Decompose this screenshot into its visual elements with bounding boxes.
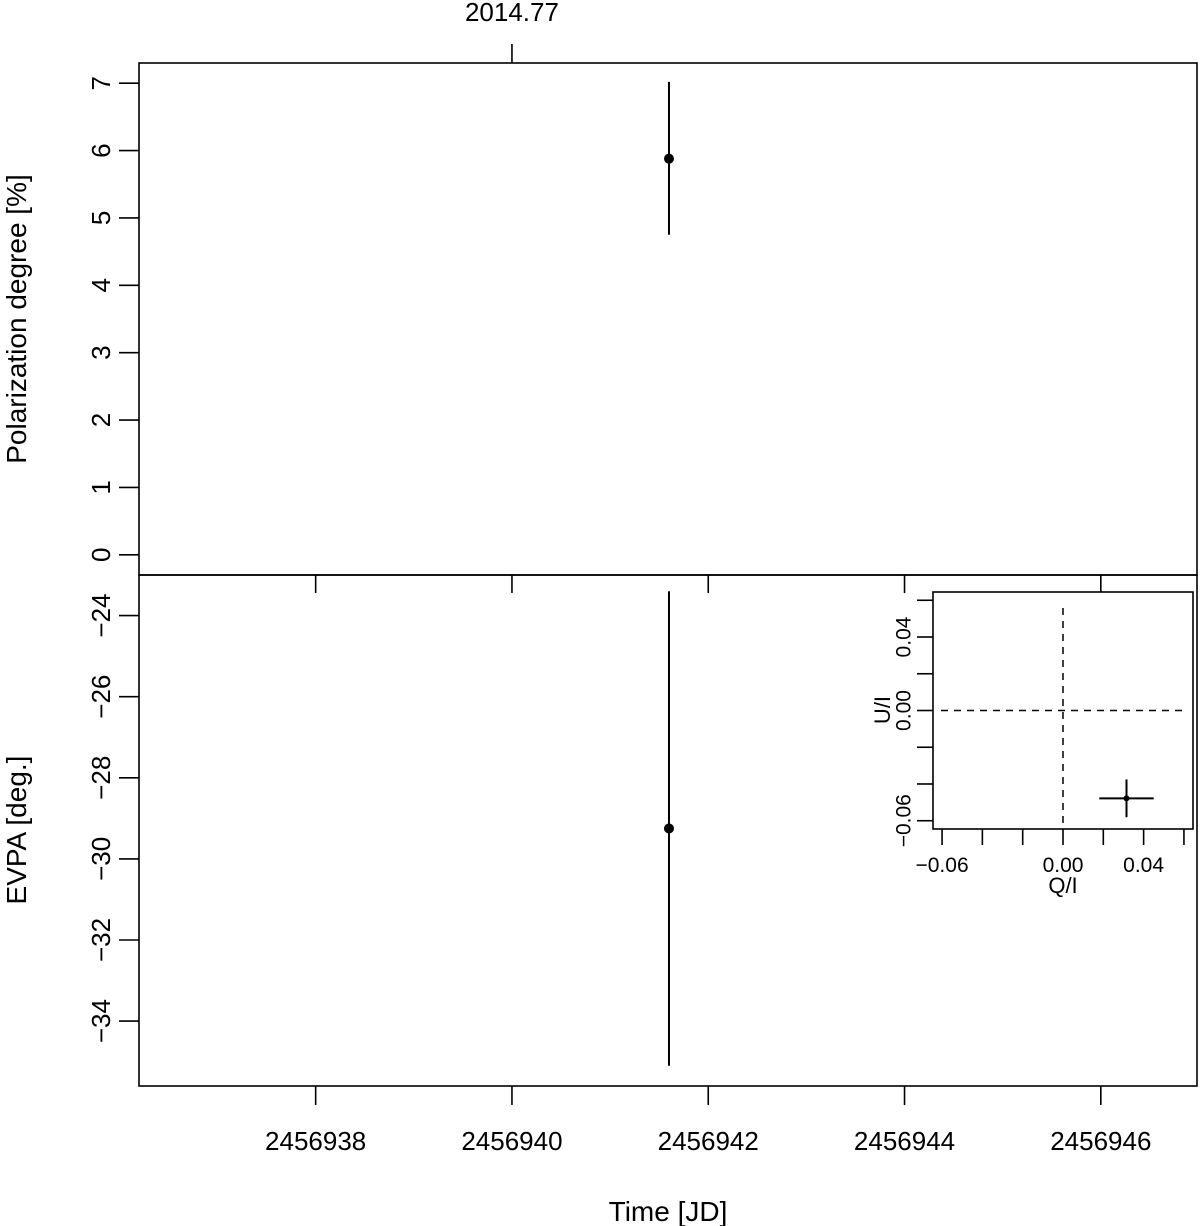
evpa-y-tick-label: −24 [86,594,116,638]
qu-y-tick-label: −0.06 [892,794,915,847]
evpa-y-tick-label: −26 [86,675,116,719]
time-x-axis-title: Time [JD] [609,1196,728,1226]
pd-y-tick-label: 4 [86,278,116,292]
qu-x-tick-label: 0.04 [1123,854,1164,877]
pd-top-axis: 2014.77 [465,0,559,63]
qu-reference-lines [941,608,1185,829]
time-x-axis: 2456938 2456940 2456942 2456944 2456946 [265,575,1151,1156]
time-x-tick-label: 2456938 [265,1126,366,1156]
qu-data-points [1099,779,1154,818]
qu-y-axis-title: U/I [870,696,895,724]
pd-y-tick-label: 1 [86,480,116,494]
qu-x-tick-label: −0.06 [915,854,968,877]
evpa-plot-frame [138,574,1198,1087]
time-x-tick-label: 2456944 [854,1126,955,1156]
pd-y-tick-label: 0 [86,548,116,562]
qu-y-tick-label: 0.04 [892,616,915,657]
qu-x-axis-title: Q/I [1048,873,1077,898]
time-x-tick-label: 2456942 [658,1126,759,1156]
qu-data-point [1123,795,1130,802]
qu-y-tick-label: 0.00 [892,690,915,731]
qu-inset-panel: −0.06 0.00 0.04 −0.06 0.00 0.04 Q/I U/I [870,591,1194,898]
evpa-y-tick-label: −30 [86,837,116,881]
pd-data-points [663,81,674,235]
evpa-y-tick-label: −34 [86,999,116,1043]
evpa-y-tick-label: −32 [86,918,116,962]
evpa-data-point [663,823,674,834]
pd-y-tick-label: 2 [86,413,116,427]
evpa-y-axis: −24 −26 −28 −30 −32 −34 [86,594,139,1043]
polarization-degree-panel: 0 1 2 3 4 5 6 7 2014.77 Polarization degree [%] [1,0,1198,576]
pd-y-tick-label: 5 [86,211,116,225]
qu-x-tick-label: 0.00 [1043,854,1084,877]
evpa-data-points [663,591,674,1066]
pd-y-tick-label: 7 [86,76,116,90]
pd-y-axis-title: Polarization degree [%] [1,174,32,464]
pd-data-point [663,153,674,164]
pd-y-tick-label: 6 [86,143,116,157]
evpa-y-tick-label: −28 [86,756,116,800]
evpa-panel: −24 −26 −28 −30 −32 −34 2456938 2456940 2456942… [1,574,1198,1226]
pd-top-tick-label: 2014.77 [465,0,559,27]
time-x-tick-label: 2456940 [461,1126,562,1156]
pd-y-axis: 0 1 2 3 4 5 6 7 [86,76,139,562]
qu-x-axis: −0.06 0.00 0.04 [915,829,1185,877]
evpa-y-axis-title: EVPA [deg.] [1,756,32,905]
qu-y-axis: −0.06 0.00 0.04 [892,599,933,847]
pd-y-tick-label: 3 [86,345,116,359]
time-x-tick-label: 2456946 [1050,1126,1151,1156]
